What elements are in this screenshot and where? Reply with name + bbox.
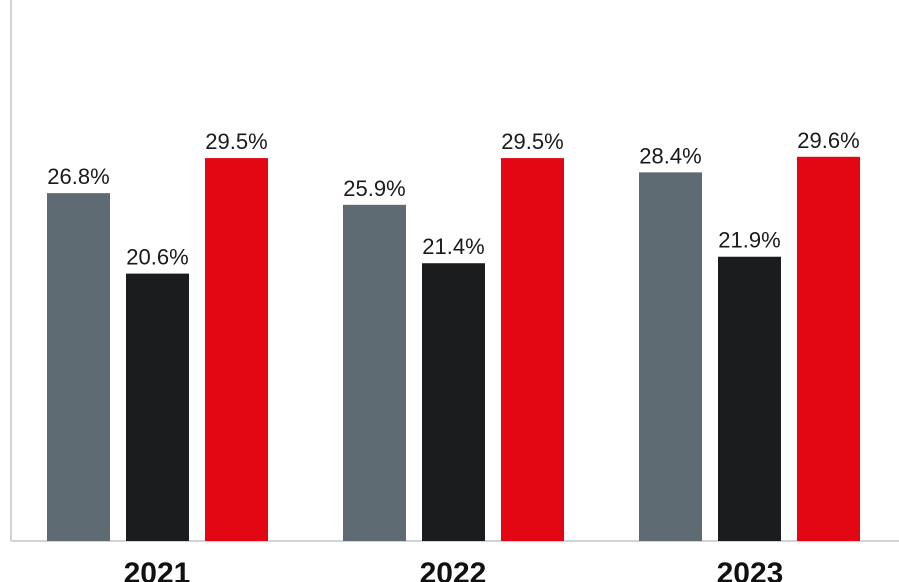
x-tick-label-2021: 2021: [124, 557, 191, 582]
bar-2023-series-2: [718, 256, 781, 541]
bar-2023-series-1: [639, 172, 702, 542]
data-label-2021-series-1: 26.8%: [47, 164, 109, 189]
bar-2022-series-2: [422, 263, 485, 541]
bar-2021-series-1: [47, 193, 110, 542]
bar-2021-series-3: [205, 158, 268, 541]
data-label-2022-series-1: 25.9%: [343, 176, 405, 201]
x-tick-labels-group: 2021 2022 2023: [124, 557, 784, 582]
bar-2021-series-2: [126, 273, 189, 541]
data-label-2022-series-3: 29.5%: [501, 129, 563, 154]
x-tick-label-2023: 2023: [717, 557, 784, 582]
bar-2022-series-3: [501, 158, 564, 541]
bar-2023-series-3: [797, 156, 860, 542]
bars-group: [47, 156, 860, 542]
data-label-2022-series-2: 21.4%: [422, 234, 484, 259]
bar-2022-series-1: [343, 204, 406, 541]
data-label-2021-series-3: 29.5%: [205, 129, 267, 154]
x-tick-label-2022: 2022: [420, 557, 487, 582]
data-label-2023-series-1: 28.4%: [639, 143, 701, 168]
data-labels-group: 26.8% 25.9% 28.4% 20.6% 21.4% 21.9% 29.5% 29.5%…: [47, 128, 859, 270]
data-label-2023-series-3: 29.6%: [797, 128, 859, 153]
data-label-2023-series-2: 21.9%: [718, 228, 780, 253]
data-label-2021-series-2: 20.6%: [126, 245, 188, 270]
